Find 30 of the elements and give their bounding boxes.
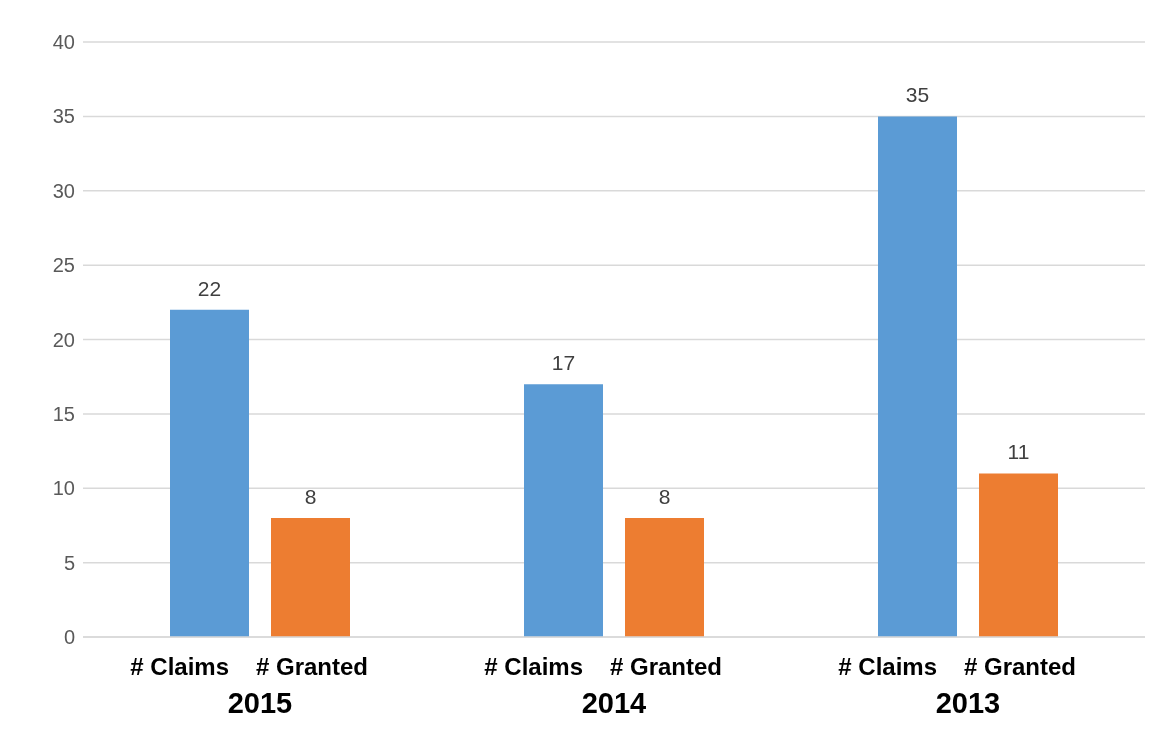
series-label: # Claims <box>130 653 229 680</box>
data-label: 22 <box>197 276 222 300</box>
y-tick-label: 20 <box>52 328 75 351</box>
data-label: 11 <box>1007 440 1030 464</box>
x-tick-label: 2014 <box>581 687 647 719</box>
text: # Claims <box>838 653 937 680</box>
series-label: # Granted <box>256 653 369 680</box>
bar <box>170 309 249 637</box>
data-label: 8 <box>304 485 317 508</box>
y-tick-label: 30 <box>52 179 75 202</box>
text: # Granted <box>610 653 723 680</box>
bar <box>878 116 957 637</box>
bar <box>524 384 603 637</box>
y-tick-label: 35 <box>52 105 75 128</box>
bar <box>271 518 350 637</box>
y-tick-label: 10 <box>52 477 75 500</box>
x-tick-label: 2013 <box>935 687 1001 719</box>
y-tick-label: 15 <box>52 402 75 425</box>
text: # Granted <box>964 653 1077 680</box>
bar <box>979 473 1058 637</box>
y-tick-label: 40 <box>52 31 75 54</box>
text: # Claims <box>484 653 583 680</box>
y-tick-label: 0 <box>63 626 75 649</box>
y-tick-label: 25 <box>52 254 75 277</box>
x-tick-label: 2015 <box>227 687 293 719</box>
bar <box>625 518 704 637</box>
data-label: 35 <box>905 83 930 107</box>
data-label: 17 <box>551 351 576 375</box>
y-tick-label: 5 <box>63 551 75 574</box>
data-label: 8 <box>658 485 671 508</box>
